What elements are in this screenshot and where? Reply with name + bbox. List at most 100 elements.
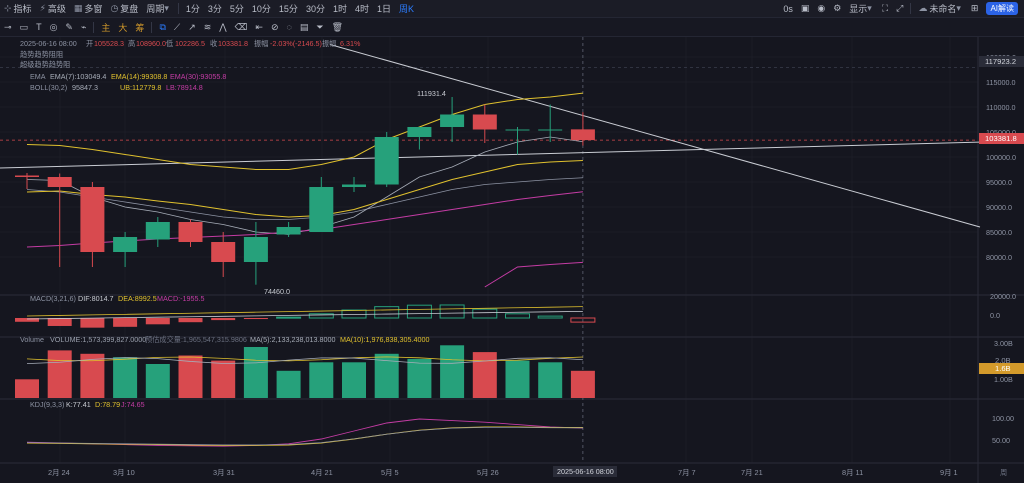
layers-icon[interactable]: ▤ (299, 21, 309, 32)
price-tick-1: 115000.0 (986, 78, 1015, 87)
candle-body-9 (309, 187, 334, 232)
camera-icon[interactable]: ◉ (817, 3, 826, 13)
candle-body-13 (440, 114, 465, 127)
volume-bar-6 (211, 360, 236, 398)
tab-period-9[interactable]: 周K (399, 4, 415, 14)
cloud-layout-button[interactable]: ☁ 未命名 ▾ (918, 3, 961, 14)
legend-high: 108960.0 (136, 39, 166, 48)
indicator-chip[interactable]: 筹 (135, 22, 145, 33)
text-tool-icon[interactable]: T (36, 22, 42, 32)
period-dropdown[interactable]: 周期 ▾ (146, 3, 169, 14)
time-tick-2: 3月 31 (213, 468, 235, 477)
macd-bar-14 (472, 308, 498, 319)
advanced-button[interactable]: ⚡ 高级 (39, 3, 66, 14)
tab-period-5[interactable]: 30分 (305, 4, 325, 14)
time-axis: 2月 24 3月 10 3月 31 4月 21 5月 5 5月 26 7月 7 7月 21 8月… (48, 468, 958, 477)
lock-icon[interactable]: ⊘ (270, 21, 279, 32)
kdj-pane (26, 418, 583, 447)
period-tabs: 1分 3分 5分 10分 15分 30分 1时 4时 1日 周K (182, 0, 418, 17)
replay-button[interactable]: ◷ 复盘 (110, 3, 139, 14)
ruler-icon[interactable]: ⇤ (255, 21, 263, 32)
price-tick-4: 100000.0 (986, 153, 1016, 162)
time-tick-6: 7月 7 (678, 468, 696, 477)
kdj-d-line (26, 426, 583, 446)
macd-pane (15, 304, 596, 328)
macd-bar-3 (113, 318, 138, 327)
ray-icon[interactable]: ↗ (188, 21, 196, 32)
divider (93, 21, 95, 33)
trend-lines[interactable] (0, 44, 1024, 228)
layout-icon[interactable]: ⊞ (970, 3, 979, 13)
grid-icon: ▦ (73, 3, 83, 13)
trend-line-icon[interactable]: ⟋ (173, 21, 181, 32)
screenshot-icon[interactable]: ▣ (800, 3, 810, 13)
price-chart[interactable]: 120000.0115000.0110000.0105000.0100000.0… (0, 37, 1024, 483)
macd-bar-5 (178, 318, 203, 323)
legend-macd: MACD(3,21,6) (30, 294, 76, 303)
crosshair-date-text: 2025-06-16 08:00 (557, 467, 614, 476)
trend-line-support[interactable] (0, 140, 1024, 169)
volume-current-tag (979, 363, 1024, 374)
ema14-line (26, 159, 583, 218)
chevron-down-icon: ▾ (956, 3, 961, 13)
tab-period-6[interactable]: 1时 (332, 4, 347, 14)
tab-period-3[interactable]: 10分 (251, 4, 271, 14)
trash-icon[interactable]: 🗑 (331, 21, 344, 32)
fib-icon[interactable]: ≋ (203, 21, 212, 32)
volume-bar-0 (15, 379, 39, 398)
volume-bar-2 (80, 353, 105, 398)
candle-body-17 (570, 129, 595, 141)
candle-body-11 (374, 137, 399, 185)
boll-upper-line (26, 92, 583, 170)
eye-icon[interactable]: ◎ (49, 21, 58, 32)
chevron-down-icon: ▾ (867, 3, 872, 13)
volume-bar-16 (538, 362, 563, 398)
legend-close-label: 收 (210, 39, 217, 48)
macd-bar-6 (211, 318, 236, 321)
pattern-icon[interactable]: ⋀ (219, 21, 227, 32)
volume-bar-5 (178, 355, 203, 398)
legend-kdj: KDJ(9,3,3) (30, 400, 64, 409)
high-price-annotation: 111931.4 (417, 89, 446, 98)
ai-analysis-button[interactable]: AI解读 (986, 2, 1018, 15)
line-tool-icon[interactable]: ⊸ (4, 21, 12, 32)
magnet-icon[interactable]: ⌁ (80, 21, 87, 32)
copy-icon[interactable]: ⧉ (159, 21, 166, 32)
eraser-icon[interactable]: ⌫ (234, 21, 248, 32)
legend-boll-lb: LB:78914.8 (166, 83, 203, 92)
tab-period-0[interactable]: 1分 (185, 4, 200, 14)
settings-icon[interactable]: ⚙ (833, 3, 842, 13)
tab-period-8[interactable]: 1日 (376, 4, 391, 14)
rect-tool-icon[interactable]: ▭ (19, 21, 29, 32)
display-button[interactable]: 显示 ▾ (849, 3, 872, 14)
legend-change-label: 振幅 (254, 39, 268, 48)
trend-line-resistance[interactable] (329, 44, 981, 228)
legend-sub2: 超级趋势趋势阻 (20, 60, 70, 69)
kdj-j-line (26, 427, 583, 446)
legend-volume: Volume (20, 335, 44, 344)
fullscreen-icon[interactable]: ⛶ (881, 3, 889, 13)
indicator-big[interactable]: 大 (118, 22, 128, 33)
legend-open-label: 开 (86, 39, 93, 48)
macd-bar-1 (47, 318, 72, 326)
tab-period-2[interactable]: 5分 (229, 4, 244, 14)
divider (910, 3, 912, 14)
indicator-main[interactable]: 主 (101, 22, 111, 33)
indicator-button[interactable]: ⊹ 指标 (4, 3, 32, 14)
tab-period-7[interactable]: 4时 (354, 4, 369, 14)
volume-bar-7 (243, 347, 268, 398)
eye-hide-icon[interactable]: ◌ (286, 22, 292, 32)
filter-icon[interactable]: ⏷ (316, 21, 324, 32)
brush-tool-icon[interactable]: ✎ (65, 21, 73, 32)
kdj-tick-0: 100.00 (992, 414, 1014, 423)
tab-period-1[interactable]: 3分 (207, 4, 222, 14)
candle-body-10 (342, 184, 366, 187)
legend-ema14: EMA(14):99308.8 (111, 72, 167, 81)
volume-bar-3 (113, 357, 138, 398)
legend-sub1: 趋势趋势阻阻 (20, 50, 63, 59)
tab-period-4[interactable]: 15分 (278, 4, 298, 14)
main-toolbar: ⊹ 指标 ⚡ 高级 ▦ 多窗 ◷ 复盘 周期 ▾ 1分 3分 5分 10分 15分 30分 1时 4时 1… (0, 0, 1024, 18)
multi-window-button[interactable]: ▦ 多窗 (73, 3, 103, 14)
macd-bar-12 (406, 304, 432, 319)
expand-icon[interactable]: ⤢ (896, 3, 904, 13)
